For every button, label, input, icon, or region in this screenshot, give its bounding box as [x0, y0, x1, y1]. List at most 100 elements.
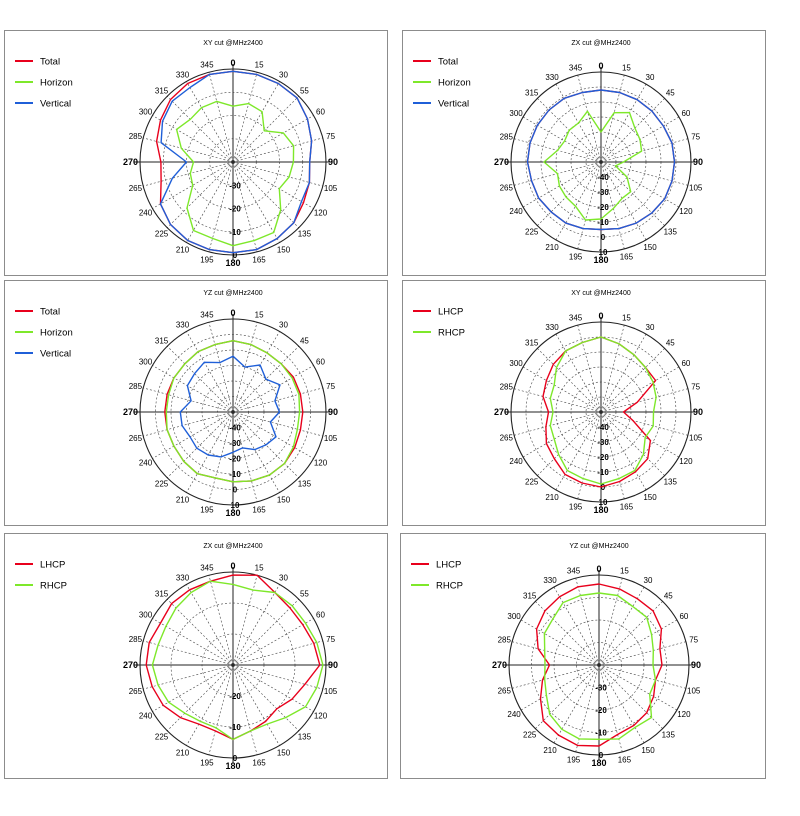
radial-tick-label: -10	[597, 218, 609, 227]
polar-chart-3: YZ cut @MHz2400 0 15 30 45 60 75 90 105 120 135 150…	[15, 290, 338, 518]
grid-spoke	[232, 387, 323, 413]
grid-spoke	[232, 618, 314, 666]
angle-tick-label: 90	[328, 660, 338, 670]
legend: LHCP RHCP	[413, 307, 465, 339]
angle-tick-label: 55	[300, 590, 309, 599]
angle-tick-label: 15	[255, 563, 264, 572]
angle-tick-label: 265	[129, 687, 143, 696]
angle-tick-label: 225	[155, 229, 169, 238]
legend-label: Vertical	[40, 99, 71, 110]
angle-tick-label: 165	[618, 756, 632, 765]
angle-tick-label: 75	[691, 383, 700, 392]
grid-spoke	[186, 161, 234, 243]
grid-spoke	[166, 161, 234, 229]
grid-spoke	[537, 348, 602, 413]
grid-spoke	[535, 601, 600, 666]
angle-tick-label: 120	[314, 459, 328, 468]
angle-tick-label: 210	[545, 493, 559, 502]
grid-spoke	[600, 161, 625, 249]
radial-tick-label: -10	[229, 470, 241, 479]
angle-tick-label: 15	[620, 566, 629, 575]
radial-tick-label: -20	[595, 706, 607, 715]
grid-spoke	[577, 325, 602, 413]
grid-spoke	[600, 388, 688, 413]
grid-spoke	[232, 411, 323, 437]
radial-tick-label: 0	[233, 251, 238, 260]
angle-tick-label: 60	[681, 109, 690, 118]
legend-label: Total	[438, 57, 458, 68]
radial-tick-label: 0	[601, 483, 606, 492]
grid-spoke	[600, 333, 647, 413]
radial-tick-label: -10	[229, 723, 241, 732]
angle-tick-label: 265	[498, 686, 512, 695]
angle-tick-label: 90	[691, 660, 701, 670]
grid-spoke	[600, 161, 688, 186]
angle-tick-label: 210	[176, 749, 190, 758]
angle-tick-label: 45	[666, 89, 675, 98]
angle-tick-label: 270	[123, 660, 138, 670]
grid-spoke	[232, 664, 323, 690]
grid-spoke	[208, 664, 234, 755]
chart-title: ZX cut @MHz2400	[571, 40, 630, 47]
radial-tick-label: -10	[229, 228, 241, 237]
angle-tick-label: 315	[155, 337, 169, 346]
angle-tick-label: 150	[641, 746, 655, 755]
angle-tick-label: 240	[139, 209, 153, 218]
angle-tick-label: 300	[139, 611, 153, 620]
angle-tick-label: 0	[230, 561, 235, 571]
angle-tick-label: 120	[679, 207, 693, 216]
grid-spoke	[598, 619, 678, 666]
grid-spoke	[600, 138, 688, 163]
radial-tick-label: -20	[229, 692, 241, 701]
angle-tick-label: 60	[316, 611, 325, 620]
grid-spoke	[232, 411, 280, 493]
grid-spoke	[143, 161, 234, 187]
angle-tick-label: 195	[200, 759, 214, 768]
grid-spoke	[186, 584, 234, 666]
angle-tick-label: 270	[492, 660, 507, 670]
grid-spoke	[143, 137, 234, 163]
angle-tick-label: 300	[509, 109, 523, 118]
grid-spoke	[575, 578, 600, 666]
series-line-horizon	[543, 110, 643, 221]
angle-tick-label: 30	[646, 73, 655, 82]
grid-spoke	[232, 161, 258, 252]
grid-spoke	[143, 640, 234, 666]
outer-ring	[508, 574, 690, 756]
grid-spoke	[208, 322, 234, 413]
legend-label: RHCP	[438, 328, 465, 339]
grid-spoke	[232, 664, 314, 712]
legend-label: RHCP	[40, 581, 67, 592]
grid-spoke	[600, 348, 665, 413]
radial-tick-label: 10	[599, 498, 608, 507]
angle-tick-label: 165	[620, 253, 634, 262]
angle-tick-label: 105	[687, 686, 701, 695]
legend-label: LHCP	[436, 560, 461, 571]
angle-tick-label: 30	[279, 321, 288, 330]
angle-tick-label: 240	[139, 712, 153, 721]
chart-panel-5: ZX cut @MHz2400 0 15 30 55 60 75 90 105 120 135 150…	[4, 533, 388, 779]
angle-tick-label: 285	[498, 636, 512, 645]
grid-spoke	[143, 411, 234, 437]
grid-spoke	[232, 81, 280, 163]
angle-tick-label: 285	[500, 383, 514, 392]
radial-tick-label: -40	[597, 423, 609, 432]
angle-tick-label: 240	[139, 459, 153, 468]
radial-tick-label: 0	[601, 233, 606, 242]
grid-spoke	[166, 411, 234, 479]
legend: LHCP RHCP	[411, 560, 463, 592]
angle-tick-label: 330	[543, 576, 557, 585]
outer-ring	[510, 71, 692, 253]
grid-spoke	[600, 411, 680, 458]
grid-spoke	[232, 72, 258, 163]
chart-title: YZ cut @MHz2400	[203, 290, 262, 297]
grid-spoke	[600, 411, 688, 436]
angle-tick-label: 135	[664, 477, 678, 486]
grid-spoke	[232, 95, 300, 163]
angle-tick-label: 240	[509, 457, 523, 466]
angle-tick-label: 180	[593, 505, 608, 515]
grid-spoke	[522, 161, 602, 208]
angle-tick-label: 345	[567, 566, 581, 575]
legend: Total Horizon Vertical	[413, 57, 471, 110]
grid-spoke	[522, 366, 602, 413]
